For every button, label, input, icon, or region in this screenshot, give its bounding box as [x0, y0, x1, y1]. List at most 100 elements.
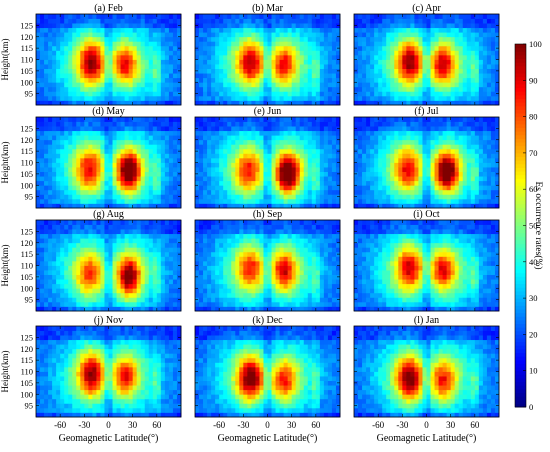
heatmap-cell [414, 36, 419, 42]
heatmap-cell [68, 73, 73, 79]
heatmap-cell [116, 117, 121, 122]
heatmap-cell [303, 148, 309, 154]
heatmap-cell [486, 32, 492, 38]
heatmap-cell [303, 86, 309, 92]
heatmap-cell [124, 86, 130, 92]
heatmap-cell [315, 167, 321, 172]
heatmap-cell [446, 18, 452, 24]
heatmap-cell [418, 23, 423, 29]
heatmap-cell [160, 100, 166, 106]
heatmap-cell [362, 148, 367, 154]
heatmap-cell [96, 176, 101, 182]
heatmap-cell [116, 45, 121, 51]
heatmap-cell [454, 64, 460, 69]
heatmap-cell [331, 126, 337, 132]
heatmap-cell [315, 14, 321, 19]
heatmap-cell [331, 148, 337, 154]
heatmap-cell [442, 176, 448, 182]
heatmap-cell [287, 59, 293, 65]
heatmap-cell [207, 203, 212, 209]
heatmap-cell [104, 157, 109, 163]
heatmap-cell [52, 242, 57, 248]
heatmap-cell [223, 157, 228, 163]
heatmap-cell [446, 176, 452, 182]
heatmap-cell [207, 194, 212, 200]
heatmap-cell [215, 185, 220, 191]
heatmap-cell [402, 50, 407, 56]
heatmap-cell [44, 229, 49, 235]
heatmap-cell [315, 203, 321, 209]
heatmap-cell [470, 171, 476, 177]
heatmap-cell [474, 198, 480, 204]
heatmap-cell [474, 54, 480, 60]
heatmap-cell [235, 59, 240, 65]
heatmap-cell [482, 36, 488, 42]
heatmap-cell [160, 68, 166, 74]
heatmap-cell [195, 157, 200, 163]
heatmap-cell [311, 64, 317, 69]
heatmap-cell [172, 189, 178, 195]
heatmap-cell [172, 117, 178, 122]
heatmap-cell [84, 100, 89, 106]
heatmap-cell [490, 135, 496, 141]
heatmap-cell [374, 135, 379, 141]
heatmap-cell [438, 14, 444, 19]
heatmap-cell [366, 157, 371, 163]
heatmap-cell [36, 135, 41, 141]
heatmap-cell [64, 18, 69, 24]
heatmap-cell [116, 279, 121, 285]
heatmap-cell [124, 306, 130, 312]
heatmap-cell [108, 45, 113, 51]
heatmap-cell [195, 27, 200, 33]
heatmap-cell [486, 54, 492, 60]
heatmap-cell [382, 153, 387, 159]
heatmap-cell [390, 153, 395, 159]
heatmap-cell [40, 68, 45, 74]
heatmap-cell [104, 18, 109, 24]
heatmap-cell [442, 162, 448, 168]
heatmap-cell [64, 224, 69, 230]
heatmap-cell [418, 194, 423, 200]
heatmap-cell [40, 247, 45, 253]
heatmap-cell [203, 41, 208, 47]
heatmap-cell [255, 82, 260, 88]
heatmap-cell [315, 27, 321, 33]
heatmap-cell [100, 91, 105, 97]
heatmap-cell [243, 157, 248, 163]
heatmap-cell [386, 171, 391, 177]
heatmap-cell [271, 23, 276, 29]
heatmap-cell [370, 203, 375, 209]
heatmap-cell [56, 176, 61, 182]
heatmap-cell [88, 139, 93, 145]
heatmap-cell [299, 68, 305, 74]
heatmap-cell [295, 50, 301, 56]
heatmap-cell [132, 121, 138, 127]
heatmap-cell [494, 203, 500, 209]
heatmap-cell [100, 306, 105, 312]
heatmap-cell [136, 100, 142, 106]
heatmap-cell [164, 100, 170, 106]
heatmap-cell [462, 121, 468, 127]
heatmap-cell [331, 189, 337, 195]
heatmap-cell [100, 23, 105, 29]
heatmap-cell [144, 157, 150, 163]
heatmap-cell [203, 135, 208, 141]
heatmap-cell [108, 36, 113, 42]
heatmap-cell [84, 36, 89, 42]
heatmap-cell [56, 73, 61, 79]
heatmap-cell [410, 77, 415, 83]
heatmap-cell [148, 59, 154, 65]
heatmap-cell [164, 126, 170, 132]
heatmap-cell [116, 180, 121, 186]
heatmap-cell [438, 41, 444, 47]
heatmap-cell [287, 148, 293, 154]
heatmap-cell [374, 157, 379, 163]
heatmap-cell [96, 117, 101, 122]
heatmap-cell [60, 283, 65, 289]
heatmap-cell [458, 23, 464, 29]
heatmap-cell [48, 139, 53, 145]
heatmap-cell [40, 54, 45, 60]
heatmap-cell [470, 126, 476, 132]
heatmap-cell [128, 162, 134, 168]
heatmap-cell [211, 189, 216, 195]
